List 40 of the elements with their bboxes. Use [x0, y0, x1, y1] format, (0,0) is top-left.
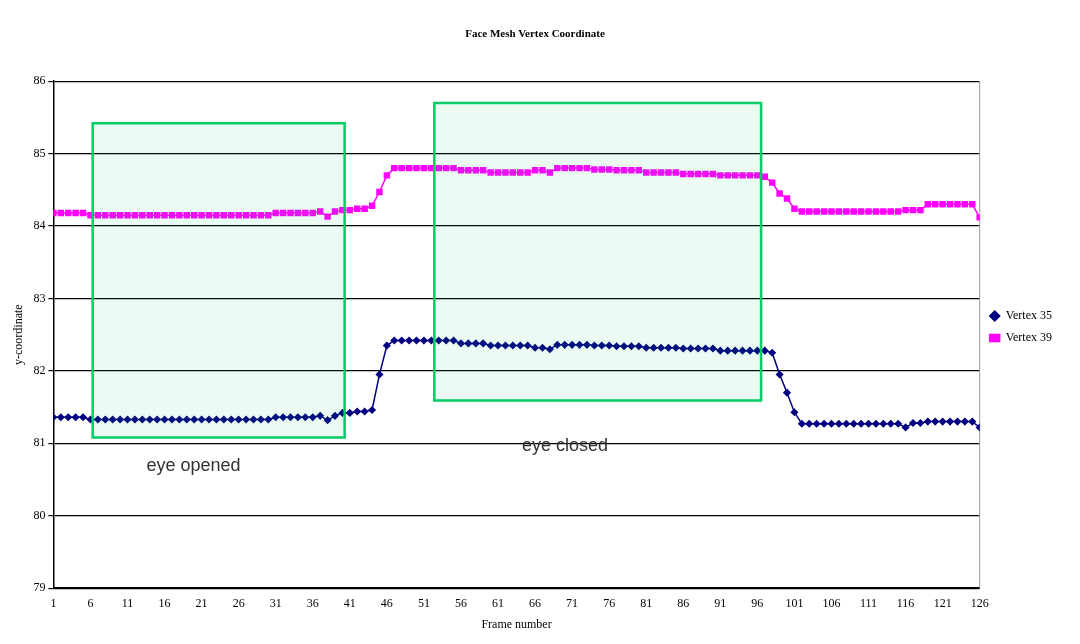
x-tick-label: 1 [50, 595, 57, 610]
x-tick-label: 121 [933, 595, 952, 610]
x-tick-label: 91 [714, 595, 727, 610]
y-axis-title: y-coordinate [11, 304, 26, 366]
x-tick-label: 56 [454, 595, 467, 610]
x-tick-label: 46 [380, 595, 393, 610]
x-tick-label: 51 [417, 595, 430, 610]
x-axis-title: Frame number [481, 616, 552, 631]
x-tick-label: 81 [640, 595, 653, 610]
y-tick-label: 80 [33, 507, 46, 522]
x-tick-label: 61 [492, 595, 505, 610]
x-tick-label: 16 [158, 595, 171, 610]
x-tick-label: 101 [785, 595, 804, 610]
x-tick-label: 86 [677, 595, 690, 610]
chart-title: Face Mesh Vertex Coordinate [465, 27, 605, 40]
x-tick-label: 36 [306, 595, 319, 610]
x-tick-label: 6 [87, 595, 94, 610]
y-tick-label: 85 [33, 145, 46, 160]
band-label: eye opened [146, 455, 241, 476]
x-tick-label: 31 [269, 595, 282, 610]
x-tick-label: 66 [529, 595, 542, 610]
y-tick-label: 83 [33, 290, 46, 305]
y-tick-label: 84 [33, 218, 46, 233]
legend-label: Vertex 35 [1005, 308, 1053, 323]
x-tick-label: 21 [195, 595, 208, 610]
y-tick-label: 86 [33, 73, 46, 88]
x-tick-label: 96 [751, 595, 764, 610]
x-tick-label: 26 [232, 595, 245, 610]
legend-label: Vertex 39 [1005, 330, 1053, 345]
x-tick-label: 71 [566, 595, 579, 610]
x-tick-label: 11 [121, 595, 134, 610]
x-tick-label: 116 [896, 595, 915, 610]
x-tick-label: 106 [822, 595, 841, 610]
y-tick-label: 82 [33, 363, 46, 378]
x-tick-label: 41 [343, 595, 356, 610]
y-tick-label: 81 [33, 435, 46, 450]
x-tick-label: 111 [859, 595, 878, 610]
x-tick-label: 76 [603, 595, 616, 610]
x-tick-label: 126 [970, 595, 989, 610]
y-tick-label: 79 [33, 580, 46, 595]
